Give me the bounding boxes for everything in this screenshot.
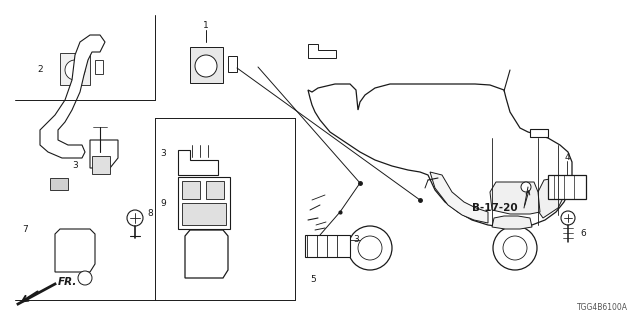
Text: 4: 4 [564,153,570,162]
Circle shape [503,236,527,260]
Circle shape [348,226,392,270]
Circle shape [561,211,575,225]
Text: 3: 3 [72,162,78,171]
Bar [182,203,226,225]
Bar [190,47,223,83]
Polygon shape [536,178,564,218]
Bar [305,235,350,257]
Polygon shape [90,140,118,168]
Polygon shape [490,182,540,214]
Bar [178,177,230,229]
Bar [548,175,586,199]
Polygon shape [178,150,218,175]
Text: 6: 6 [580,228,586,237]
Polygon shape [430,172,488,223]
Bar [206,181,224,199]
Polygon shape [308,44,336,58]
Text: 5: 5 [310,276,316,284]
Text: 2: 2 [37,66,43,75]
Circle shape [358,236,382,260]
Text: 8: 8 [147,210,153,219]
Text: 3: 3 [353,236,359,244]
Text: 1: 1 [203,21,209,30]
Circle shape [78,271,92,285]
Polygon shape [308,84,572,227]
Polygon shape [55,229,95,272]
Polygon shape [185,230,228,278]
Circle shape [127,210,143,226]
Circle shape [65,60,85,80]
Circle shape [195,55,217,77]
Circle shape [521,182,531,192]
Polygon shape [492,216,532,229]
Circle shape [493,226,537,270]
Polygon shape [530,129,548,137]
Bar [95,60,103,74]
Text: B-17-20: B-17-20 [472,203,518,213]
Bar [92,156,110,174]
Text: 9: 9 [160,198,166,207]
Polygon shape [40,35,105,158]
Bar [228,56,237,72]
Text: TGG4B6100A: TGG4B6100A [577,303,628,312]
Bar [182,181,200,199]
Text: FR.: FR. [58,277,77,287]
Text: 7: 7 [22,226,28,235]
Bar [50,178,68,190]
Bar [60,53,90,85]
Text: 3: 3 [160,148,166,157]
